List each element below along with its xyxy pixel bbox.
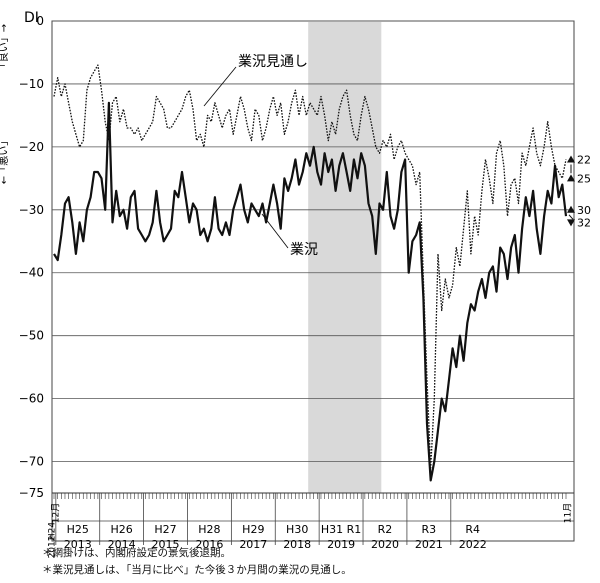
annotation-label: 25 [577, 172, 591, 185]
y-tick-label: −75 [19, 486, 44, 500]
x-year-label: 2019 [327, 538, 355, 551]
x-era-label: H30 [286, 523, 308, 536]
x-year-label: 2014 [108, 538, 136, 551]
axis-note-bad: ←「悪い」 [0, 136, 10, 184]
y-tick-labels: 0 −10 −20 −30 −40 −50 −60 −70 −75 [19, 14, 44, 500]
recession-shading [308, 21, 382, 493]
y-axis-title: DI [24, 10, 39, 26]
annotation-label: 30 [577, 204, 591, 217]
axis-note-good: 「良い」→ [0, 24, 10, 72]
leader-line [261, 213, 289, 249]
annotation-marker [567, 205, 575, 213]
y-tick-label: −50 [19, 329, 44, 343]
y-tick-label: −60 [19, 392, 44, 406]
x-year-label: 2022 [459, 538, 487, 551]
x-era-label: R2 [378, 523, 393, 536]
y-tick-label: −70 [19, 455, 44, 469]
x-axis-labels: H25 2013 H26 2014 H27 2015 H28 2016 H29 2017 H30 20… [48, 503, 574, 559]
x-era-label: H27 [154, 523, 176, 536]
y-tick-label: −30 [19, 203, 44, 217]
x-start-month-label: 12月 [51, 503, 62, 523]
annotation-marker [567, 155, 575, 163]
x-end-month-label: 11月 [563, 503, 574, 523]
x-year-label: 2020 [371, 538, 399, 551]
x-era-label: R4 [465, 523, 480, 536]
x-year-label: 2018 [283, 538, 311, 551]
y-tick-label: 0 [36, 14, 44, 28]
series-label-current: 業況 [290, 242, 318, 258]
annotation-arrow [568, 214, 574, 220]
x-start-year-label: 2012 [48, 536, 58, 559]
footnote-1: ＊網掛けは、内閣府設定の景気後退期。 [42, 547, 231, 559]
x-year-label: 2017 [239, 538, 267, 551]
y-tick-label: −40 [19, 266, 44, 280]
leader-line [203, 66, 237, 107]
annotation-label: 22 [577, 153, 591, 166]
annotation-marker [567, 219, 575, 227]
y-tick-label: −20 [19, 140, 44, 154]
y-tick-label: −10 [19, 77, 44, 91]
series-line-outlook [53, 64, 567, 469]
x-era-label: H28 [198, 523, 220, 536]
series-lines [53, 64, 568, 482]
x-year-label: 2021 [415, 538, 443, 551]
x-month-ticks [53, 493, 567, 545]
x-era-label: H31 R1 [321, 523, 361, 536]
footnotes: ＊網掛けは、内閣府設定の景気後退期。 ＊業況見通しは、「当月に比べ」た今後３か月… [42, 545, 352, 579]
annotation-label: 32 [577, 216, 591, 229]
x-era-label: H26 [111, 523, 133, 536]
annotation-marker [567, 174, 575, 182]
x-year-label: 2013 [64, 538, 92, 551]
x-year-label: 2016 [195, 538, 223, 551]
x-era-label: H25 [67, 523, 89, 536]
x-era-label: H29 [242, 523, 264, 536]
gridlines [52, 20, 574, 522]
series-label-outlook: 業況見通し [238, 54, 308, 70]
series-line-current [53, 101, 568, 482]
x-year-label: 2015 [152, 538, 180, 551]
footnote-2: ＊業況見通しは、「当月に比べ」た今後３か月間の業況の見通し。 [42, 564, 352, 576]
x-era-label: R3 [422, 523, 437, 536]
x-start-era-label: H24 [48, 522, 58, 540]
